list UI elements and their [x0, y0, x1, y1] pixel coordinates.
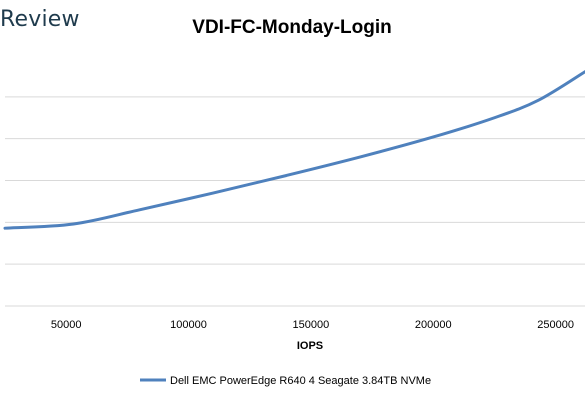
legend-label: Dell EMC PowerEdge R640 4 Seagate 3.84TB…	[170, 375, 431, 387]
legend: Dell EMC PowerEdge R640 4 Seagate 3.84TB…	[140, 375, 431, 387]
brand-logo-text: Review	[0, 7, 80, 32]
x-tick-label-3: 200000	[415, 319, 452, 331]
x-axis-title: IOPS	[297, 340, 323, 352]
x-tick-labels: 50000 100000 150000 200000 250000	[51, 319, 574, 331]
x-tick-label-1: 100000	[170, 319, 207, 331]
x-tick-label-2: 150000	[293, 319, 330, 331]
gridlines	[5, 96, 585, 265]
chart-title: VDI-FC-Monday-Login	[192, 17, 391, 38]
x-tick-label-4: 250000	[537, 319, 574, 331]
x-tick-label-0: 50000	[51, 319, 82, 331]
series-line	[3, 70, 585, 230]
